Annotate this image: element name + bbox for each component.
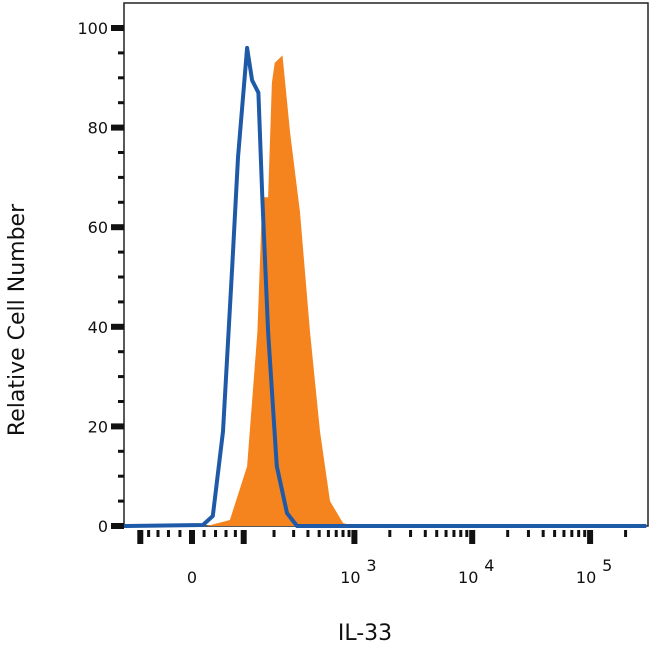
- x-minor-tick: [166, 530, 170, 537]
- y-minor-tick: [118, 275, 124, 279]
- y-major-tick: [111, 523, 124, 529]
- plot-border: [123, 2, 649, 527]
- x-minor-tick: [409, 530, 413, 537]
- x-minor-tick: [423, 530, 427, 537]
- y-major-tick: [111, 323, 124, 330]
- x-minor-tick: [202, 530, 206, 537]
- x-minor-tick: [326, 530, 330, 537]
- y-minor-tick: [118, 499, 124, 503]
- x-minor-tick: [553, 530, 557, 537]
- y-minor-tick: [118, 474, 124, 478]
- x-minor-tick: [292, 530, 296, 537]
- x-major-tick: [240, 530, 247, 544]
- x-major-tick: [587, 530, 594, 544]
- y-minor-tick: [118, 350, 124, 354]
- x-major-tick: [189, 530, 195, 544]
- x-tick-label: 0: [187, 568, 197, 587]
- x-major-tick: [469, 530, 476, 544]
- x-minor-tick: [465, 530, 469, 537]
- x-minor-tick: [147, 530, 151, 537]
- x-minor-tick: [452, 530, 456, 537]
- y-minor-tick: [118, 200, 124, 204]
- x-minor-tick: [583, 530, 587, 537]
- y-minor-tick: [118, 400, 124, 403]
- y-tick-label: 20: [88, 417, 108, 436]
- x-axis: 0 10 3 10 4 10 5: [137, 530, 628, 587]
- y-minor-tick: [118, 250, 124, 254]
- series-filled-histogram: [124, 55, 647, 527]
- x-minor-tick: [570, 530, 574, 537]
- x-tick-exponent: 5: [602, 556, 612, 575]
- x-minor-tick: [341, 530, 345, 537]
- x-minor-tick: [272, 530, 276, 537]
- x-minor-tick: [506, 530, 510, 537]
- y-major-tick: [111, 25, 124, 31]
- x-minor-tick: [459, 530, 463, 537]
- y-tick-label: 40: [88, 318, 108, 337]
- y-tick-label: 80: [88, 119, 108, 138]
- y-tick-label: 60: [88, 218, 108, 237]
- x-tick-exponent: 4: [484, 556, 494, 575]
- y-major-tick: [111, 224, 124, 231]
- y-minor-tick: [118, 300, 124, 304]
- x-minor-tick: [156, 530, 160, 537]
- x-minor-tick: [334, 530, 338, 537]
- x-major-tick: [351, 530, 358, 544]
- x-minor-tick: [317, 530, 321, 537]
- x-minor-tick: [444, 530, 448, 537]
- x-minor-tick: [178, 530, 182, 537]
- series-outline-histogram: [123, 45, 647, 528]
- plot-frame: [123, 2, 649, 527]
- y-minor-tick: [118, 375, 124, 379]
- series-layer: [123, 45, 647, 528]
- x-tick-label: 10: [576, 568, 596, 587]
- x-major-tick: [137, 530, 144, 544]
- x-minor-tick: [224, 530, 228, 537]
- x-tick-label: 10: [458, 568, 478, 587]
- y-axis-title: Relative Cell Number: [5, 203, 30, 436]
- x-minor-tick: [347, 530, 351, 537]
- y-major-tick: [111, 124, 124, 131]
- x-minor-tick: [577, 530, 581, 537]
- x-minor-tick: [214, 530, 218, 537]
- x-minor-tick: [388, 530, 392, 537]
- y-tick-label: 0: [98, 517, 108, 536]
- x-minor-tick: [526, 530, 530, 537]
- x-tick-exponent: 3: [366, 556, 376, 575]
- y-minor-tick: [118, 449, 124, 453]
- y-minor-tick: [118, 101, 124, 105]
- y-minor-tick: [118, 51, 124, 55]
- x-minor-tick: [624, 530, 628, 537]
- x-minor-tick: [233, 530, 237, 537]
- x-axis-title: IL-33: [338, 621, 392, 646]
- x-minor-tick: [562, 530, 566, 537]
- y-major-tick: [111, 423, 124, 430]
- x-tick-label: 10: [340, 568, 360, 587]
- y-minor-tick: [118, 151, 124, 154]
- y-minor-tick: [118, 175, 124, 179]
- x-minor-tick: [541, 530, 545, 537]
- y-minor-tick: [118, 76, 124, 80]
- x-minor-tick: [306, 530, 310, 537]
- y-axis: 0 20 40 60 80 100: [77, 19, 124, 536]
- y-tick-label: 100: [77, 19, 108, 38]
- x-minor-tick: [435, 530, 439, 537]
